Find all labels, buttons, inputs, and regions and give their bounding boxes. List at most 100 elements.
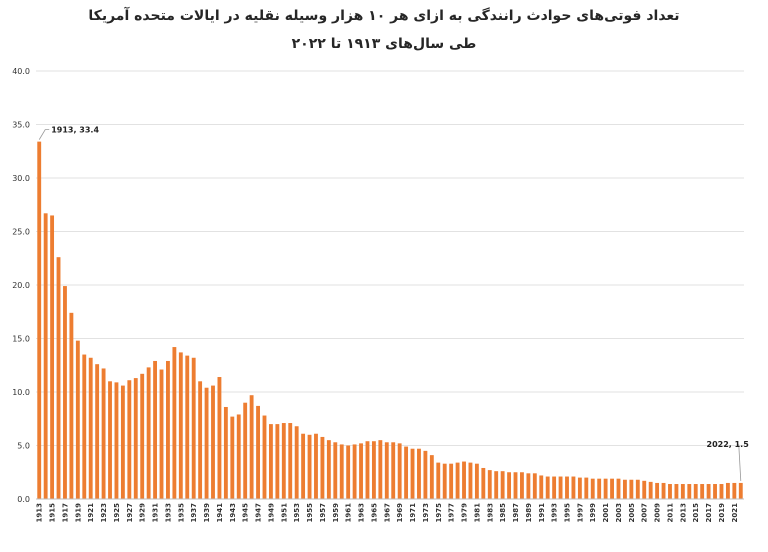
y-tick-label: 30.0 xyxy=(12,174,30,183)
bar xyxy=(616,478,621,499)
x-tick-label: 2021 xyxy=(731,503,739,523)
x-tick-label: 1931 xyxy=(152,503,160,523)
x-tick-label: 1997 xyxy=(576,503,584,523)
bar xyxy=(442,463,447,499)
annotation-leader xyxy=(38,129,50,140)
x-tick-label: 1963 xyxy=(358,503,366,523)
bar xyxy=(223,406,228,499)
bar xyxy=(693,484,698,499)
bar xyxy=(687,484,692,499)
bar xyxy=(75,340,80,499)
bar xyxy=(294,426,299,499)
bar xyxy=(397,443,402,499)
bar xyxy=(268,424,273,499)
bar xyxy=(56,257,61,499)
bar xyxy=(629,479,634,499)
x-tick-label: 2005 xyxy=(628,503,636,523)
bar xyxy=(326,440,331,499)
x-tick-label: 1945 xyxy=(242,503,250,523)
bar xyxy=(700,484,705,499)
x-tick-label: 1999 xyxy=(589,503,597,523)
x-tick-label: 1977 xyxy=(448,503,456,523)
x-tick-label: 1919 xyxy=(74,503,82,523)
bar xyxy=(680,484,685,499)
y-tick-label: 40.0 xyxy=(12,67,30,76)
bar xyxy=(635,479,640,499)
x-tick-label: 2017 xyxy=(705,503,713,523)
bar xyxy=(474,463,479,499)
x-tick-label: 2003 xyxy=(615,503,623,523)
bar xyxy=(732,482,737,499)
x-tick-label: 1947 xyxy=(255,503,263,523)
bar xyxy=(333,442,338,499)
x-tick-label: 2001 xyxy=(602,503,610,523)
x-tick-label: 1971 xyxy=(409,503,417,523)
annotation-leader xyxy=(736,444,742,481)
bar xyxy=(178,352,183,499)
bar xyxy=(436,462,441,499)
bar xyxy=(610,478,614,499)
bar xyxy=(320,436,325,499)
bar xyxy=(236,414,241,499)
x-tick-label: 1915 xyxy=(49,503,57,523)
bar xyxy=(597,478,602,499)
x-tick-label: 1959 xyxy=(332,503,340,523)
bar xyxy=(198,381,203,499)
bar xyxy=(507,472,512,499)
x-tick-label: 2019 xyxy=(718,503,726,523)
x-tick-label: 1929 xyxy=(139,503,147,523)
bar xyxy=(494,471,499,499)
x-tick-label: 1943 xyxy=(229,503,237,523)
bar xyxy=(462,461,466,499)
bar xyxy=(211,385,215,499)
x-tick-label: 1961 xyxy=(345,503,353,523)
bar xyxy=(404,446,409,499)
bar xyxy=(603,478,608,499)
bar xyxy=(50,215,55,499)
bar xyxy=(423,450,428,499)
bar xyxy=(500,471,505,499)
y-tick-label: 10.0 xyxy=(12,388,30,397)
x-tick-label: 1973 xyxy=(422,503,430,523)
bar xyxy=(314,433,318,499)
bar xyxy=(281,423,286,499)
bar xyxy=(275,424,280,499)
bar xyxy=(108,381,112,499)
bar xyxy=(661,482,666,499)
x-tick-label: 1935 xyxy=(177,503,185,523)
data-label: 1913, 33.4 xyxy=(51,126,99,135)
bar xyxy=(339,444,344,499)
bar xyxy=(82,354,87,499)
y-tick-label: 25.0 xyxy=(12,228,30,237)
bar xyxy=(648,481,653,499)
x-tick-label: 1989 xyxy=(525,503,533,523)
chart-subtitle: طی سال‌های ۱۹۱۳ تا ۲۰۲۲ xyxy=(291,36,477,52)
bar xyxy=(256,405,260,499)
bar xyxy=(95,364,100,499)
y-tick-label: 20.0 xyxy=(12,281,30,290)
bar xyxy=(642,480,647,499)
bar xyxy=(674,484,679,499)
bar xyxy=(539,475,544,499)
bar xyxy=(185,355,190,499)
x-tick-label: 1917 xyxy=(61,503,69,523)
bar xyxy=(455,462,460,499)
data-label: 2022, 1.5 xyxy=(707,440,750,449)
bar xyxy=(622,479,627,499)
x-tick-label: 2015 xyxy=(692,503,700,523)
bar xyxy=(590,478,595,499)
bar xyxy=(384,442,389,499)
y-tick-label: 35.0 xyxy=(12,121,30,130)
bar xyxy=(346,445,351,499)
bar xyxy=(69,312,74,499)
x-tick-label: 2009 xyxy=(654,503,662,523)
x-tick-label: 1987 xyxy=(512,503,520,523)
bar xyxy=(410,448,415,499)
bar xyxy=(719,484,724,499)
bar xyxy=(262,415,267,499)
bar xyxy=(166,360,170,499)
x-tick-label: 1953 xyxy=(293,503,301,523)
x-tick-label: 1937 xyxy=(190,503,198,523)
